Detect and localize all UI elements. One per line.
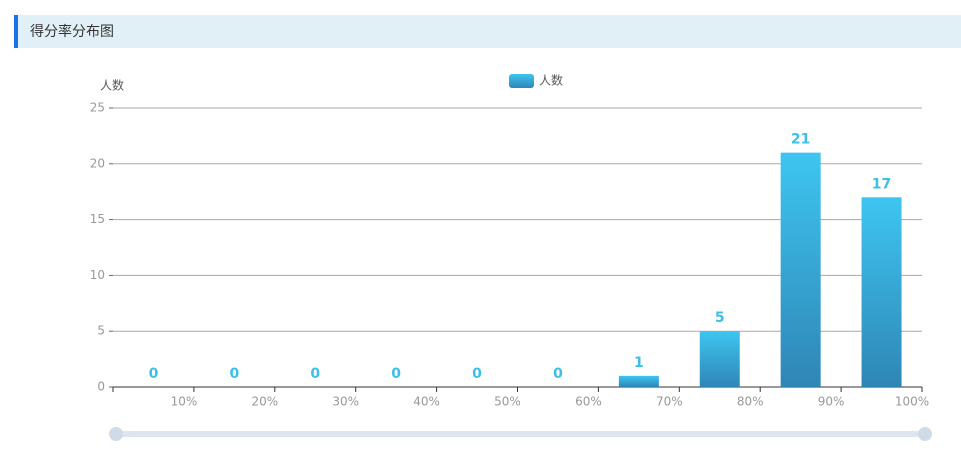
x-tick-label: 70% <box>656 395 683 409</box>
legend-swatch <box>509 74 534 88</box>
y-tick-label: 20 <box>90 156 105 170</box>
x-tick-label: 90% <box>818 395 845 409</box>
y-tick-label: 10 <box>90 268 105 282</box>
x-tick-label: 80% <box>737 395 764 409</box>
data-label: 0 <box>553 366 563 382</box>
bar <box>618 375 659 387</box>
zoom-handle[interactable] <box>918 427 932 441</box>
data-label: 0 <box>310 366 320 382</box>
x-tick-label: 30% <box>332 395 359 409</box>
y-tick-label: 15 <box>90 212 105 226</box>
data-label: 0 <box>229 366 239 382</box>
zoom-track[interactable] <box>115 431 925 437</box>
bar <box>699 331 740 387</box>
bar <box>861 197 902 387</box>
data-label: 17 <box>872 176 891 192</box>
y-tick-label: 0 <box>97 380 105 394</box>
header-bar <box>14 15 961 48</box>
chart-title: 得分率分布图 <box>30 23 114 40</box>
zoom-handle[interactable] <box>109 427 123 441</box>
bar <box>780 152 821 387</box>
data-label: 1 <box>634 355 644 371</box>
x-tick-label: 10% <box>171 395 198 409</box>
legend-label: 人数 <box>539 73 563 88</box>
data-label: 5 <box>715 310 725 326</box>
x-tick-label: 100% <box>895 395 929 409</box>
data-label: 0 <box>472 366 482 382</box>
header-accent <box>14 15 18 48</box>
y-axis-label: 人数 <box>100 78 124 93</box>
data-label: 0 <box>391 366 401 382</box>
y-tick-label: 5 <box>97 324 105 338</box>
x-tick-label: 40% <box>413 395 440 409</box>
y-tick-label: 25 <box>90 101 105 115</box>
x-tick-label: 60% <box>575 395 602 409</box>
data-label: 0 <box>149 366 159 382</box>
x-tick-label: 20% <box>251 395 278 409</box>
data-label: 21 <box>791 132 810 148</box>
x-tick-label: 50% <box>494 395 521 409</box>
